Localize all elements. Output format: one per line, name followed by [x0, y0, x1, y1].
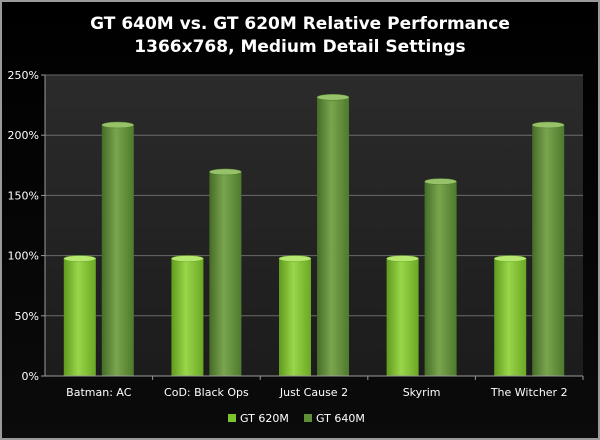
y-tick-label: 0%	[22, 370, 39, 383]
y-axis-ticks: 0% 50% 100% 150% 200% 250%	[8, 69, 45, 383]
y-tick-label: 100%	[8, 250, 39, 263]
legend-label: GT 620M	[240, 412, 289, 425]
chart-subtitle: 1366x768, Medium Detail Settings	[134, 37, 465, 57]
bar-gt-620m	[386, 255, 419, 376]
y-tick-label: 250%	[8, 69, 39, 82]
chart-title: GT 640M vs. GT 620M Relative Performance	[90, 14, 510, 34]
bars	[63, 94, 565, 377]
bar-gt-620m	[493, 255, 527, 376]
x-category-label: Just Cause 2	[279, 386, 348, 399]
legend-swatch	[304, 414, 312, 422]
bar-gt-640m	[316, 94, 350, 376]
plot-area	[45, 75, 583, 376]
x-category-label: CoD: Black Ops	[164, 386, 249, 399]
bar-gt-640m	[101, 121, 135, 377]
x-category-label: Skyrim	[403, 386, 441, 399]
bar-gt-640m	[531, 121, 565, 377]
x-category-label: The Witcher 2	[490, 386, 568, 399]
bar-gt-640m	[424, 178, 457, 376]
x-axis-labels: Batman: AC CoD: Black Ops Just Cause 2 Skyr…	[66, 376, 584, 399]
bar-gt-620m	[171, 255, 204, 376]
bar-gt-620m	[63, 255, 97, 376]
bar-gt-620m	[278, 255, 312, 376]
y-tick-label: 200%	[8, 129, 39, 142]
x-category-label: Batman: AC	[66, 386, 132, 399]
legend: GT 620M GT 640M	[228, 412, 365, 425]
bar-gt-640m	[209, 168, 242, 376]
legend-swatch	[228, 414, 236, 422]
y-tick-label: 150%	[8, 189, 39, 202]
y-tick-label: 50%	[15, 310, 39, 323]
legend-label: GT 640M	[316, 412, 365, 425]
gridlines	[45, 74, 583, 317]
